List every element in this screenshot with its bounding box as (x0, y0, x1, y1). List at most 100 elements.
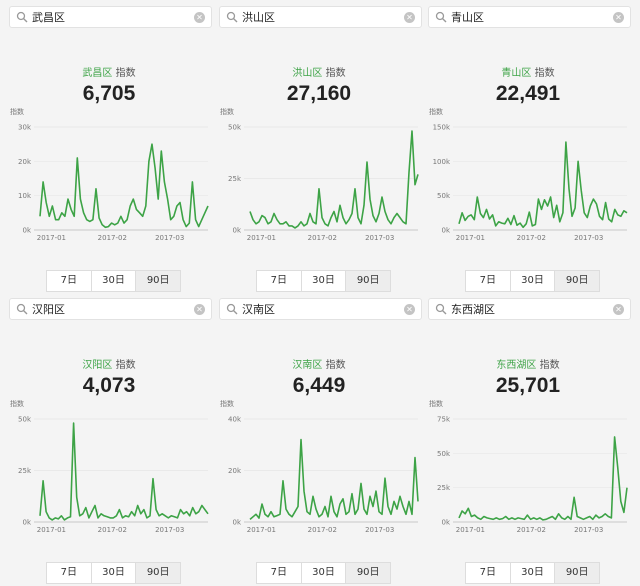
series-line (458, 436, 628, 521)
y-tick-label: 0k (22, 227, 31, 235)
index-label: 指数 (536, 360, 560, 371)
range-button[interactable]: 7日 (47, 563, 92, 583)
range-button[interactable]: 30日 (302, 271, 347, 291)
range-button[interactable]: 7日 (466, 563, 511, 583)
keyword-subtitle: 汉南区 指数 (216, 356, 422, 371)
search-input[interactable]: 汉阳区 ✕ (9, 298, 212, 320)
range-selector: 7日 30日 90日 (46, 562, 181, 584)
y-tick-label: 20k (228, 467, 242, 475)
series-line (39, 143, 209, 229)
y-tick-label: 0k (232, 227, 241, 235)
search-input[interactable]: 武昌区 ✕ (9, 6, 212, 28)
series-line (249, 130, 419, 229)
clear-icon[interactable]: ✕ (404, 12, 415, 23)
y-tick-label: 0k (441, 519, 450, 527)
y-axis-label: 指数 (220, 107, 234, 116)
y-tick-label: 50k (18, 416, 32, 424)
x-tick-label: 2017-03 (155, 526, 184, 534)
range-button[interactable]: 90日 (346, 271, 391, 291)
y-tick-label: 50k (437, 192, 451, 200)
search-icon (16, 11, 28, 23)
range-button[interactable]: 7日 (466, 271, 511, 291)
y-tick-label: 30k (18, 124, 32, 132)
x-tick-label: 2017-03 (574, 234, 603, 242)
range-button[interactable]: 7日 (257, 563, 302, 583)
trend-chart: 指数 50k 25k 0k 2017-01 2017-02 2017-03 (10, 399, 209, 534)
y-tick-label: 25k (437, 484, 451, 492)
range-button[interactable]: 7日 (257, 271, 302, 291)
index-label: 指数 (112, 68, 136, 79)
index-label: 指数 (322, 360, 346, 371)
index-value: 6,705 (82, 82, 136, 105)
y-axis-label: 指数 (220, 399, 234, 408)
range-selector: 7日 30日 90日 (46, 270, 181, 292)
clear-icon[interactable]: ✕ (404, 304, 415, 315)
index-label: 指数 (112, 360, 136, 371)
search-icon (435, 11, 447, 23)
range-button[interactable]: 30日 (92, 563, 137, 583)
x-tick-label: 2017-02 (308, 526, 337, 534)
y-tick-label: 50k (437, 450, 451, 458)
clear-icon[interactable]: ✕ (194, 304, 205, 315)
search-input[interactable]: 汉南区 ✕ (219, 298, 422, 320)
trend-chart: 指数 50k 25k 0k 2017-01 2017-02 2017-03 (220, 107, 419, 242)
range-button[interactable]: 90日 (555, 271, 600, 291)
keyword-subtitle: 武昌区 指数 (6, 64, 212, 79)
y-tick-label: 20k (18, 158, 32, 166)
x-tick-label: 2017-03 (574, 526, 603, 534)
x-tick-label: 2017-03 (155, 234, 184, 242)
trend-chart: 指数 30k 20k 10k 0k 2017-01 2017-02 2017-03 (10, 107, 209, 242)
search-text: 武昌区 (32, 11, 65, 24)
search-input[interactable]: 青山区 ✕ (428, 6, 631, 28)
trend-panel: 武昌区 ✕ 武昌区 指数 6,705 指数 30k 20k 10k 0k 2017-01 2017-… (6, 2, 212, 292)
index-value: 22,491 (495, 82, 561, 105)
range-button[interactable]: 90日 (346, 563, 391, 583)
clear-icon[interactable]: ✕ (613, 12, 624, 23)
series-line (39, 422, 209, 521)
x-tick-label: 2017-01 (456, 234, 485, 242)
index-label: 指数 (531, 68, 555, 79)
x-tick-label: 2017-02 (98, 234, 127, 242)
index-value: 4,073 (82, 374, 136, 397)
search-text: 汉南区 (242, 303, 275, 316)
x-tick-label: 2017-01 (37, 234, 66, 242)
keyword-label: 汉南区 (292, 360, 323, 371)
range-button[interactable]: 90日 (136, 271, 181, 291)
y-tick-label: 0k (441, 227, 450, 235)
series-line (458, 141, 628, 229)
range-button[interactable]: 7日 (47, 271, 92, 291)
y-tick-label: 10k (18, 192, 32, 200)
trend-panel: 汉阳区 ✕ 汉阳区 指数 4,073 指数 50k 25k 0k 2017-01 2017-02 2… (6, 294, 212, 584)
keyword-subtitle: 汉阳区 指数 (6, 356, 212, 371)
y-axis-label: 指数 (10, 399, 24, 408)
range-button[interactable]: 30日 (511, 563, 556, 583)
range-button[interactable]: 30日 (302, 563, 347, 583)
index-value: 27,160 (286, 82, 352, 105)
search-input[interactable]: 东西湖区 ✕ (428, 298, 631, 320)
clear-icon[interactable]: ✕ (613, 304, 624, 315)
trend-panel: 洪山区 ✕ 洪山区 指数 27,160 指数 50k 25k 0k 2017-01 2017-02… (216, 2, 422, 292)
y-tick-label: 50k (228, 124, 242, 132)
range-selector: 7日 30日 90日 (256, 562, 391, 584)
range-button[interactable]: 90日 (136, 563, 181, 583)
range-button[interactable]: 30日 (92, 271, 137, 291)
index-value: 25,701 (495, 374, 561, 397)
trend-panel: 青山区 ✕ 青山区 指数 22,491 指数 150k 100k 50k 0k 2017-01 20… (425, 2, 631, 292)
keyword-subtitle: 青山区 指数 (425, 64, 631, 79)
y-tick-label: 25k (228, 175, 242, 183)
clear-icon[interactable]: ✕ (194, 12, 205, 23)
y-tick-label: 25k (18, 467, 32, 475)
keyword-subtitle: 东西湖区 指数 (425, 356, 631, 371)
y-tick-label: 75k (437, 416, 451, 424)
search-icon (226, 11, 238, 23)
trend-panel: 汉南区 ✕ 汉南区 指数 6,449 指数 40k 20k 0k 2017-01 2017-02 2… (216, 294, 422, 584)
range-button[interactable]: 90日 (555, 563, 600, 583)
search-input[interactable]: 洪山区 ✕ (219, 6, 422, 28)
trend-chart: 指数 75k 50k 25k 0k 2017-01 2017-02 2017-03 (429, 399, 628, 534)
range-button[interactable]: 30日 (511, 271, 556, 291)
keyword-label: 汉阳区 (82, 360, 113, 371)
x-tick-label: 2017-01 (37, 526, 66, 534)
range-selector: 7日 30日 90日 (465, 562, 600, 584)
y-axis-label: 指数 (429, 107, 443, 116)
y-tick-label: 40k (228, 416, 242, 424)
